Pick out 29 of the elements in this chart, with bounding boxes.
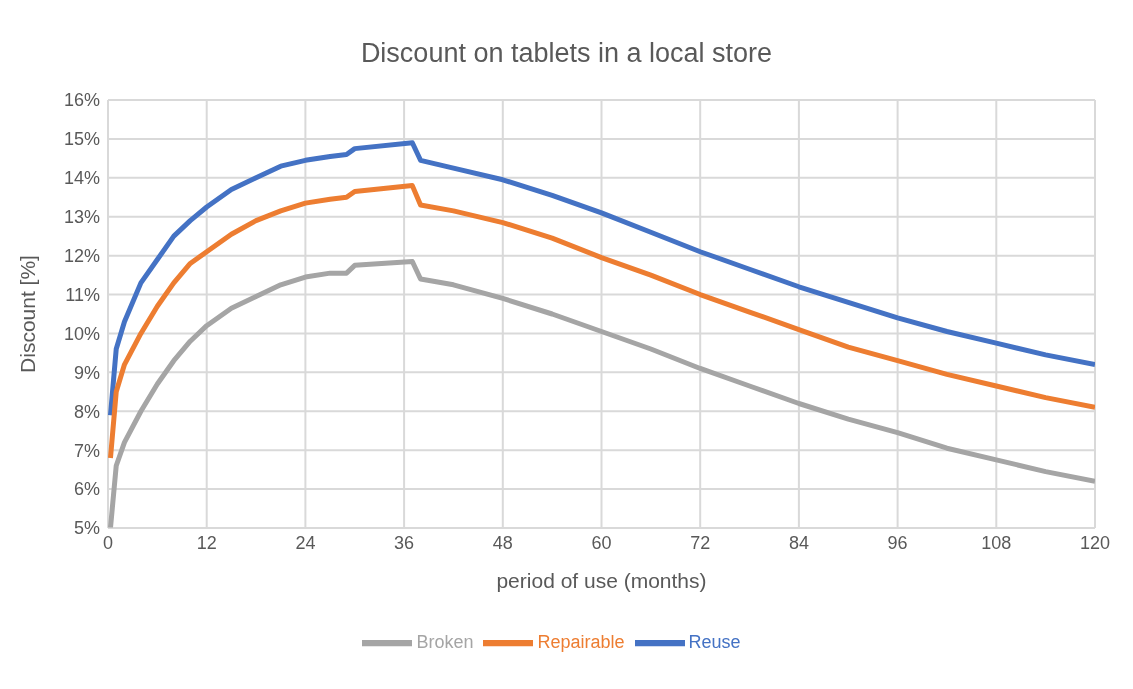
y-axis-title: Discount [%] bbox=[16, 255, 40, 373]
x-tick-label: 60 bbox=[591, 532, 612, 553]
legend-label: Reuse bbox=[688, 631, 741, 652]
x-tick-label: 48 bbox=[492, 532, 513, 553]
y-tick-label: 15% bbox=[63, 129, 100, 150]
y-tick-label: 14% bbox=[63, 168, 100, 189]
y-tick-label: 12% bbox=[63, 246, 100, 267]
y-tick-label: 6% bbox=[73, 479, 100, 500]
y-tick-label: 8% bbox=[73, 401, 100, 422]
x-tick-label: 96 bbox=[887, 532, 908, 553]
x-tick-label: 36 bbox=[394, 532, 415, 553]
x-tick-label: 84 bbox=[788, 532, 809, 553]
x-tick-label: 120 bbox=[1079, 532, 1111, 553]
y-tick-label: 10% bbox=[63, 323, 100, 344]
x-tick-label: 72 bbox=[690, 532, 711, 553]
y-tick-label: 5% bbox=[73, 518, 100, 539]
x-axis-title: period of use (months) bbox=[496, 569, 707, 592]
y-tick-label: 16% bbox=[63, 90, 100, 111]
y-tick-label: 9% bbox=[73, 362, 100, 383]
x-tick-label: 108 bbox=[981, 532, 1012, 553]
y-tick-label: 7% bbox=[73, 440, 100, 461]
y-tick-label: 11% bbox=[65, 284, 100, 305]
x-tick-label: 0 bbox=[102, 532, 114, 553]
x-tick-label: 12 bbox=[196, 532, 217, 553]
y-tick-label: 13% bbox=[63, 207, 100, 228]
legend-label: Broken bbox=[416, 631, 474, 652]
legend-label: Repairable bbox=[537, 631, 625, 652]
chart-title: Discount on tablets in a local store bbox=[359, 37, 774, 70]
x-tick-label: 24 bbox=[295, 532, 316, 553]
